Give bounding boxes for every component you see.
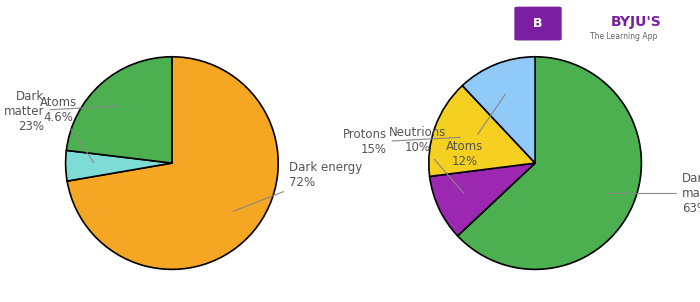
Wedge shape <box>429 85 535 176</box>
Wedge shape <box>66 57 172 163</box>
Text: Dark
matter
63%: Dark matter 63% <box>608 172 700 215</box>
Wedge shape <box>430 163 535 236</box>
Text: Dark energy
72%: Dark energy 72% <box>233 161 362 211</box>
Text: BYJU'S: BYJU'S <box>611 15 662 29</box>
Wedge shape <box>458 57 641 269</box>
Text: Atoms
4.6%: Atoms 4.6% <box>40 96 94 163</box>
FancyBboxPatch shape <box>514 7 561 40</box>
Text: Protons
15%: Protons 15% <box>342 128 461 156</box>
Wedge shape <box>67 57 278 269</box>
Text: Atoms
12%: Atoms 12% <box>446 94 505 168</box>
Text: Neutrions
10%: Neutrions 10% <box>389 127 464 194</box>
Text: The Learning App: The Learning App <box>590 32 657 41</box>
Wedge shape <box>462 57 535 163</box>
Wedge shape <box>66 150 172 181</box>
Text: B: B <box>533 17 542 30</box>
Text: Dark
matter
23%: Dark matter 23% <box>4 90 118 133</box>
